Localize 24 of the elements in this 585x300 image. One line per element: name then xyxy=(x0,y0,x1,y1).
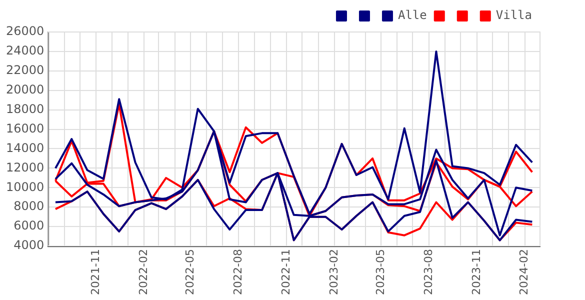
y-tick-label: 20000 xyxy=(6,82,44,96)
y-tick-label: 12000 xyxy=(6,160,44,174)
x-tick-label: 2023-02 xyxy=(327,249,340,296)
y-tick-label: 6000 xyxy=(14,218,44,233)
y-tick-label: 18000 xyxy=(6,102,44,116)
y-tick-label: 8000 xyxy=(14,199,44,214)
y-tick-label: 22000 xyxy=(6,63,44,78)
x-tick-label: 2023-08 xyxy=(422,249,435,296)
x-tick-label: 2021-11 xyxy=(89,249,102,296)
x-tick-label: 2022-05 xyxy=(183,249,196,296)
x-tick-label: 2023-11 xyxy=(470,249,483,296)
y-tick-label: 10000 xyxy=(6,180,44,194)
y-tick-label: 16000 xyxy=(6,121,44,136)
legend-label: Alle xyxy=(398,8,427,22)
y-tick-label: 4000 xyxy=(14,238,44,252)
y-tick-label: 24000 xyxy=(6,44,44,58)
legend-label: Villa xyxy=(496,8,532,22)
x-tick-label: 2023-05 xyxy=(374,249,387,296)
x-tick-label: 2022-02 xyxy=(137,249,150,296)
y-tick-label: 14000 xyxy=(6,140,44,155)
y-tick-label: 26000 xyxy=(6,24,44,38)
x-tick-label: 2024-02 xyxy=(518,249,531,296)
x-tick-label: 2022-11 xyxy=(279,249,292,296)
x-tick-label: 2022-08 xyxy=(231,249,244,296)
